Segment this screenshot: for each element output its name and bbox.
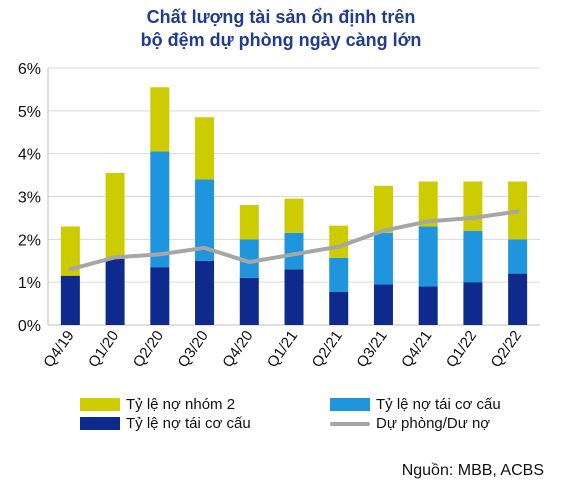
bar-segment-nhom2 [463, 181, 483, 231]
bar-segment-restructure-light [508, 239, 528, 274]
x-tick-label: Q3/20 [174, 328, 211, 371]
bar-segment-nhom2 [195, 117, 215, 180]
bar-segment-nhom2 [418, 181, 438, 227]
x-tick-label: Q1/21 [264, 328, 301, 371]
y-tick-label: 3% [18, 190, 41, 207]
bar-segment-restructure-light [150, 151, 170, 268]
bar-segment-restructure-dark [508, 273, 528, 325]
x-tick-label: Q2/20 [130, 328, 167, 371]
bar-segment-restructure-dark [284, 269, 304, 325]
bar-segment-restructure-dark [239, 277, 259, 325]
bar-segment-nhom2 [373, 185, 393, 233]
bar-segment-restructure-dark [373, 284, 393, 325]
bar-segment-nhom2 [60, 226, 80, 276]
y-tick-label: 0% [18, 318, 41, 335]
bar-segment-restructure-dark [105, 258, 125, 325]
bar-segment-restructure-dark [60, 275, 80, 325]
bar-segment-restructure-dark [463, 282, 483, 325]
bar-segment-restructure-light [463, 230, 483, 283]
y-tick-label: 4% [18, 147, 41, 164]
bar-segment-restructure-dark [418, 286, 438, 325]
bar-segment-restructure-light [373, 232, 393, 285]
bar-segment-restructure-dark [195, 260, 215, 325]
y-tick-label: 2% [18, 232, 41, 249]
bar-segment-restructure-dark [329, 292, 349, 325]
bar-segment-restructure-light [195, 179, 215, 261]
x-tick-label: Q1/22 [443, 328, 480, 371]
bar-segment-nhom2 [239, 205, 259, 240]
bar-segment-restructure-light [239, 239, 259, 278]
y-tick-label: 6% [18, 61, 41, 78]
bars [60, 87, 528, 325]
x-tick-label: Q1/20 [85, 328, 122, 371]
bar-segment-restructure-light [418, 226, 438, 287]
bar-segment-nhom2 [329, 225, 349, 258]
y-tick-label: 5% [18, 104, 41, 121]
chart-title-line-1: Chất lượng tài sản ổn định trên [146, 7, 416, 27]
x-tick-label: Q4/20 [219, 328, 256, 371]
bar-segment-restructure-light [284, 232, 304, 270]
x-tick-label: Q2/22 [488, 328, 525, 371]
x-tick-label: Q4/19 [40, 328, 77, 371]
bar-segment-restructure-dark [150, 267, 170, 325]
chart-title: Chất lượng tài sản ổn định trên bộ đệm d… [0, 6, 562, 52]
x-tick-label: Q4/21 [398, 328, 435, 371]
provision-line-layer [68, 209, 520, 272]
provision-line [68, 209, 520, 272]
bar-segment-restructure-light [329, 257, 349, 293]
bar-segment-nhom2 [105, 172, 125, 259]
chart-title-line-2: bộ đệm dự phòng ngày càng lớn [140, 30, 422, 50]
x-tick-label: Q3/21 [353, 328, 390, 371]
x-tick-label: Q2/21 [309, 328, 346, 371]
bar-segment-nhom2 [284, 198, 304, 233]
y-tick-label: 1% [18, 275, 41, 292]
source-note: Nguồn: MBB, ACBS [401, 462, 544, 479]
bar-segment-nhom2 [150, 87, 170, 152]
tick-labels: 0%1%2%3%4%5%6%Q4/19 Q1/20 Q2/20 Q3/20 Q4/20 Q… [18, 61, 525, 371]
